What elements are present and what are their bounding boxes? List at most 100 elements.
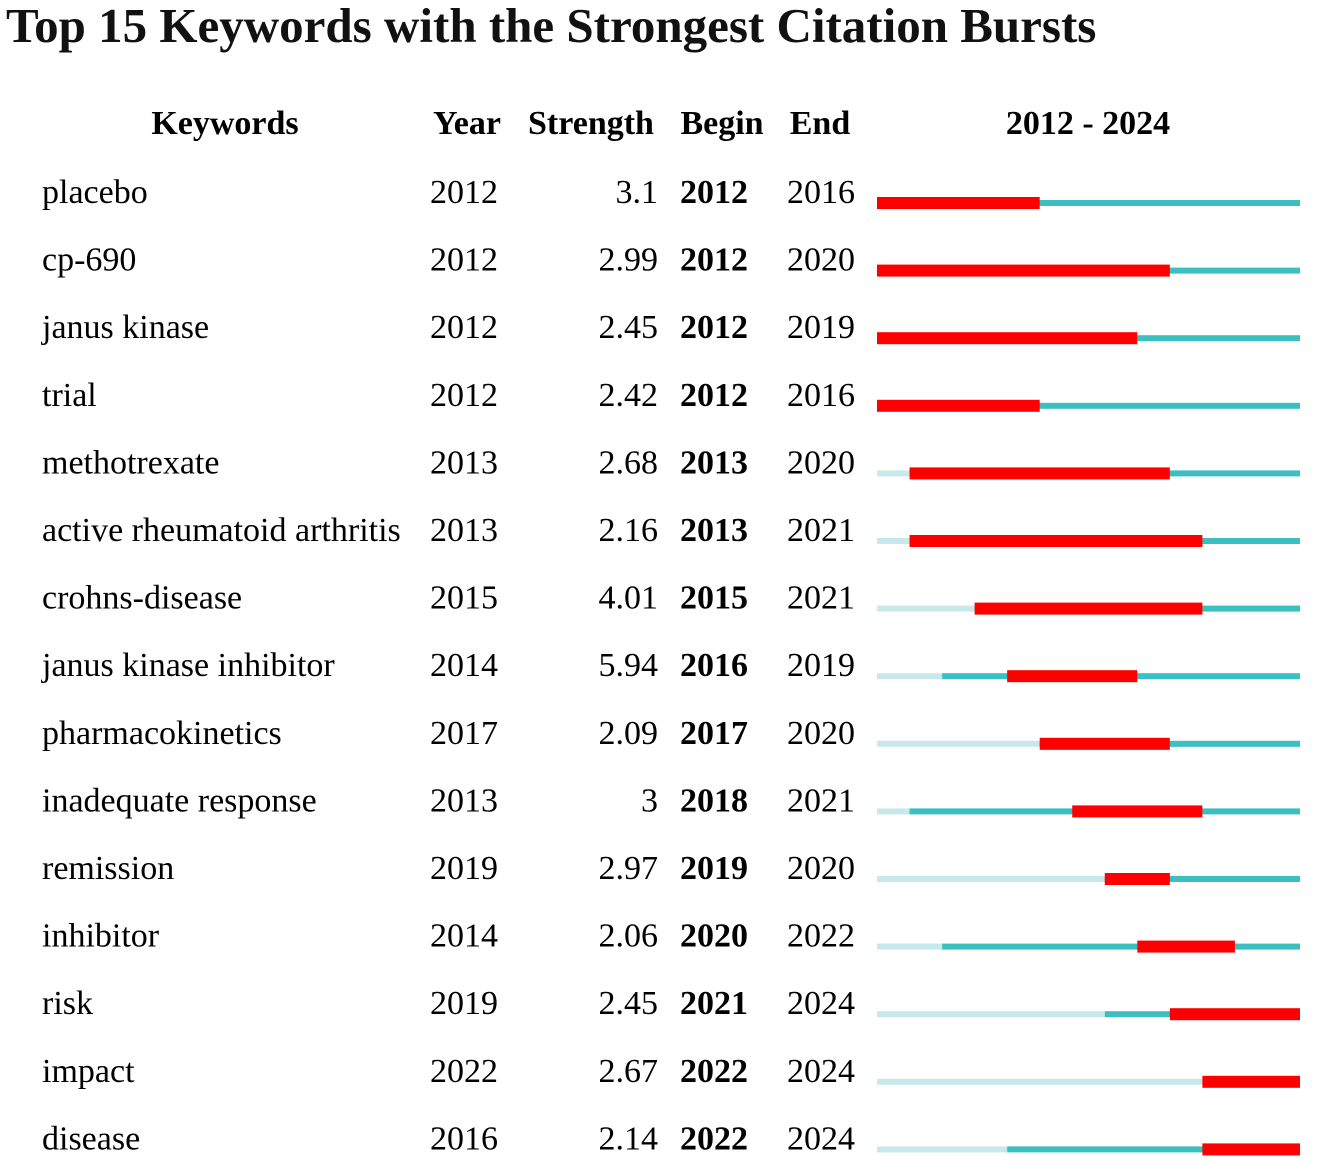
active-bar [1007,1146,1300,1153]
year-value: 2016 [430,1120,498,1157]
chart-title: Top 15 Keywords with the Strongest Citat… [6,0,1097,53]
year-value: 2012 [430,377,498,414]
burst-bar [1202,1143,1300,1156]
end-year: 2024 [787,985,855,1022]
keyword-label: crohns-disease [42,580,242,617]
year-value: 2019 [430,850,498,887]
inactive-bar [877,538,910,544]
year-value: 2012 [430,242,498,279]
burst-bar [1169,1008,1300,1021]
active-bar [877,200,1300,206]
begin-year: 2017 [680,715,748,752]
year-value: 2017 [430,715,498,752]
strength-value: 2.97 [599,850,659,887]
inactive-bar [877,673,943,680]
keyword-label: disease [42,1120,140,1157]
active-bar [877,402,1300,409]
inactive-bar [877,740,1040,747]
end-year: 2021 [787,782,855,819]
keyword-label: janus kinase [41,309,209,346]
end-year: 2019 [787,647,855,684]
burst-bar [1137,940,1235,953]
strength-value: 2.16 [599,512,659,549]
keyword-label: pharmacokinetics [42,715,282,752]
inactive-bar [877,470,910,477]
end-year: 2019 [787,309,855,346]
end-year: 2020 [787,242,855,279]
keyword-label: methotrexate [42,444,219,481]
strength-value: 2.14 [599,1120,659,1157]
year-value: 2014 [430,647,498,684]
end-year: 2024 [787,1120,855,1157]
begin-year: 2012 [680,377,748,414]
year-value: 2012 [430,309,498,346]
year-value: 2022 [430,1053,498,1090]
year-value: 2013 [430,444,498,481]
end-year: 2016 [787,377,855,414]
end-year: 2021 [787,580,855,617]
burst-bar [1202,1075,1300,1088]
begin-year: 2012 [680,242,748,279]
end-year: 2020 [787,850,855,887]
keyword-label: active rheumatoid arthritis [42,512,401,549]
keyword-label: risk [42,985,93,1022]
begin-year: 2019 [680,850,748,887]
inactive-bar [877,605,975,612]
burst-bar [877,332,1138,345]
table-rows: placebo 2012 3.1 2012 2016 cp-690 2012 2.99 2012… [41,174,1300,1157]
begin-year: 2013 [680,512,748,549]
end-year: 2021 [787,512,855,549]
keyword-label: remission [42,850,174,887]
header-year: Year [433,105,501,142]
active-bar [1039,740,1300,747]
keyword-label: inhibitor [42,918,160,955]
inactive-bar [877,808,910,815]
strength-value: 2.06 [599,918,659,955]
begin-year: 2012 [680,174,748,211]
keyword-label: janus kinase inhibitor [41,647,335,684]
strength-value: 2.09 [599,715,659,752]
strength-value: 3.1 [616,174,659,211]
keyword-label: inadequate response [42,782,317,819]
strength-value: 2.99 [599,242,659,279]
end-year: 2022 [787,918,855,955]
inactive-bar [877,876,1105,882]
strength-value: 2.45 [599,985,659,1022]
burst-bar [1104,873,1170,885]
keyword-label: placebo [42,174,148,211]
begin-year: 2012 [680,309,748,346]
begin-year: 2018 [680,782,748,819]
burst-bar [1072,805,1203,818]
begin-year: 2021 [680,985,748,1022]
year-value: 2015 [430,580,498,617]
begin-year: 2022 [680,1053,748,1090]
year-value: 2013 [430,512,498,549]
begin-year: 2015 [680,580,748,617]
strength-value: 4.01 [599,580,659,617]
begin-year: 2016 [680,647,748,684]
year-value: 2013 [430,782,498,819]
year-value: 2012 [430,174,498,211]
end-year: 2020 [787,715,855,752]
inactive-bar [877,1011,1105,1018]
end-year: 2016 [787,174,855,211]
active-bar [1104,876,1300,882]
strength-value: 2.42 [599,377,659,414]
header-end: End [790,105,851,142]
burst-bar [909,467,1170,480]
burst-bar [877,197,1040,209]
keyword-label: trial [42,377,97,414]
year-value: 2019 [430,985,498,1022]
inactive-bar [877,943,943,950]
strength-value: 5.94 [599,647,659,684]
begin-year: 2013 [680,444,748,481]
active-bar [942,943,1300,950]
keyword-label: cp-690 [42,242,136,279]
burst-bar [877,399,1040,412]
header-range: 2012 - 2024 [1006,105,1170,142]
strength-value: 2.68 [599,444,659,481]
burst-bar [1007,670,1138,683]
begin-year: 2022 [680,1120,748,1157]
burst-bar [974,602,1203,615]
